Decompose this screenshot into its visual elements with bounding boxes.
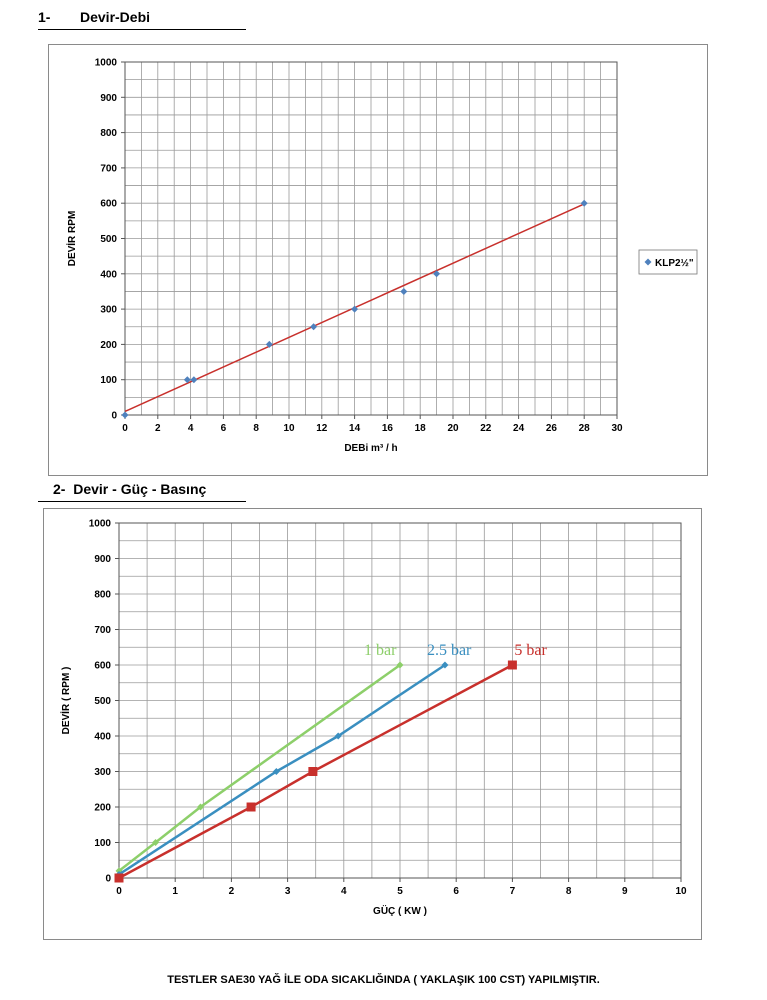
section-2-heading: 2- Devir - Güç - Basınç [53,481,206,497]
chart-devir-debi: 0 2 4 6 8 10 12 14 16 18 20 22 24 26 28 30 0 100 200 300 400… [48,44,708,476]
x-tick-label: 2 [155,423,161,434]
data-point [190,376,198,384]
data-point [396,661,404,669]
y-tick-label: 700 [94,625,111,636]
x-tick-label: 6 [221,423,227,434]
x-tick-label: 0 [116,886,122,897]
data-point [580,199,588,207]
y-tick-label: 600 [100,199,117,210]
data-point [114,873,124,883]
series-line [118,663,401,872]
x-tick-label: 8 [566,886,572,897]
x-tick-label: 6 [453,886,459,897]
y-tick-label: 500 [94,696,111,707]
x-tick-label: 18 [415,423,427,434]
y-tick-label: 1000 [95,58,118,69]
x-tick-label: 8 [253,423,259,434]
y-tick-label: 600 [94,661,111,672]
x-tick-label: 12 [316,423,328,434]
y-tick-label: 800 [94,590,111,601]
x-tick-label: 10 [283,423,295,434]
y-tick-label: 900 [94,554,111,565]
data-point [196,803,204,811]
chart-devir-guc-basinc-svg: 0 1 2 3 4 5 6 7 8 9 100100200300400500600700800900… [59,519,687,918]
data-point [507,660,517,670]
legend-marker [644,258,652,266]
section-1-underline [38,29,246,30]
series-line [118,663,446,876]
series-line [118,663,513,880]
data-point [310,323,318,331]
x-tick-label: 5 [397,886,403,897]
x-tick-label: 1 [172,886,178,897]
data-point [152,839,160,846]
series-label: 2.5 bar [427,642,472,659]
section-1-number: 1- [38,9,51,25]
x-tick-label: 14 [349,423,361,434]
section-2-number: 2- [53,481,66,497]
x-tick-label: 24 [513,423,525,434]
legend-label: KLP2½" [655,258,694,269]
data-point [441,661,449,669]
series-label: 5 bar [514,642,547,659]
x-tick-label: 26 [546,423,558,434]
x-tick-label: 30 [611,423,623,434]
y-tick-label: 700 [100,163,117,174]
y-tick-label: 0 [111,411,117,422]
y-tick-label: 400 [100,269,117,280]
x-tick-label: 16 [382,423,394,434]
y-tick-label: 0 [105,874,111,885]
y-tick-label: 300 [94,767,111,778]
x-tick-label: 20 [447,423,459,434]
x-axis-title: DEBi m³ / h [344,443,397,454]
data-point [246,802,256,812]
y-tick-label: 200 [94,803,111,814]
x-tick-label: 4 [341,886,347,897]
y-tick-label: 100 [94,838,111,849]
series-label: 1 bar [364,642,397,659]
y-axis-title: DEVİR RPM [65,211,78,267]
data-point [183,376,191,384]
x-tick-label: 2 [229,886,235,897]
y-tick-label: 800 [100,128,117,139]
y-tick-label: 100 [100,375,117,386]
data-point [433,270,441,278]
section-1-title: Devir-Debi [80,9,151,25]
data-point [121,411,129,419]
chart-devir-guc-basinc: 0 1 2 3 4 5 6 7 8 9 10 0 100 200 300 400 500 600 700 800 900… [43,508,702,940]
data-point [265,340,273,348]
x-tick-label: 28 [579,423,591,434]
x-tick-label: 22 [480,423,492,434]
y-tick-label: 300 [100,305,117,316]
section-1-heading: 1- Devir-Debi [38,9,150,25]
data-point [334,732,342,740]
data-point [308,767,318,776]
footer-note: TESTLER SAE30 YAĞ İLE ODA SICAKLIĞINDA (… [167,974,600,986]
data-point [400,287,408,295]
x-tick-label: 4 [188,423,194,434]
section-2-underline [38,501,246,502]
data-point [351,305,359,313]
x-tick-label: 3 [285,886,291,897]
x-tick-label: 7 [510,886,516,897]
data-point [115,867,123,875]
x-tick-label: 10 [675,886,687,897]
chart-devir-debi-svg: 0 2 4 6 8 10 12 14 16 18 20 22 24 26 28 300100200300400… [65,58,698,454]
y-axis-title: DEVİR ( RPM ) [59,667,72,735]
x-axis-title: GÜÇ ( KW ) [373,904,427,917]
section-2-title: Devir - Güç - Basınç [73,481,207,497]
y-tick-label: 1000 [89,519,112,530]
x-tick-label: 9 [622,886,628,897]
y-tick-label: 900 [100,93,117,104]
data-point [272,768,280,775]
y-tick-label: 500 [100,234,117,245]
x-tick-label: 0 [122,423,128,434]
y-tick-label: 400 [94,732,111,743]
y-tick-label: 200 [100,340,117,351]
